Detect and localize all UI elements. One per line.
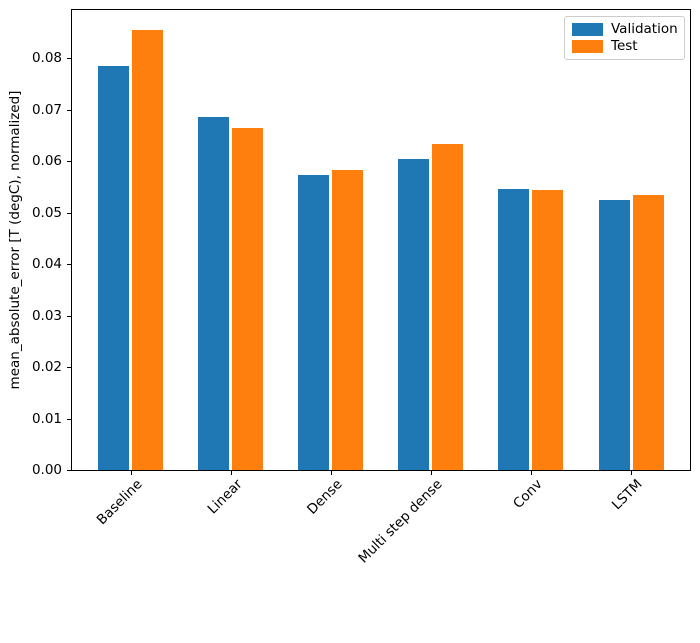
legend-label-test: Test <box>611 38 638 54</box>
legend-item-validation: Validation <box>572 21 678 37</box>
bar-validation-linear <box>198 117 230 470</box>
x-tick-mark <box>631 471 632 475</box>
y-tick-mark <box>67 161 71 162</box>
y-tick-mark <box>67 419 71 420</box>
y-tick-mark <box>67 58 71 59</box>
bar-validation-lstm <box>598 200 630 470</box>
y-tick-mark <box>67 213 71 214</box>
x-tick-mark <box>131 471 132 475</box>
x-tick-label-baseline: Baseline <box>93 476 146 529</box>
x-tick-label-multi-step-dense: Multi step dense <box>355 476 446 567</box>
legend-item-test: Test <box>572 38 675 54</box>
x-tick-mark <box>231 471 232 475</box>
bar-validation-baseline <box>98 66 129 470</box>
y-tick-mark <box>67 110 71 111</box>
bar-validation-multi-step-dense <box>398 159 430 470</box>
y-tick-label: 0.07 <box>31 102 62 118</box>
figure: 0.00 0.01 0.02 0.03 0.04 0.05 0.06 0.07 0.08 Bas… <box>7 9 691 567</box>
x-tick-label-dense: Dense <box>303 476 346 518</box>
x-tick-label-conv: Conv <box>509 476 546 512</box>
y-axis-label: mean_absolute_error [T (degC), normalize… <box>7 90 23 390</box>
x-tick-mark <box>331 471 332 475</box>
x-tick-mark <box>531 471 532 475</box>
plot-area <box>71 9 691 471</box>
y-tick-mark <box>67 367 71 368</box>
y-tick-label: 0.05 <box>31 205 62 221</box>
bar-test-multi-step-dense <box>432 144 464 470</box>
y-tick-mark <box>67 470 71 471</box>
y-tick-label: 0.02 <box>31 359 62 375</box>
bar-test-dense <box>332 170 364 470</box>
bar-test-conv <box>532 190 564 470</box>
y-tick-label: 0.04 <box>31 256 62 272</box>
bar-validation-dense <box>298 175 330 470</box>
y-tick-mark <box>67 316 71 317</box>
y-tick-label: 0.00 <box>31 462 62 478</box>
y-tick-label: 0.08 <box>31 50 62 66</box>
bar-test-baseline <box>132 30 163 470</box>
x-tick-label-lstm: LSTM <box>608 476 646 514</box>
y-tick-label: 0.01 <box>31 411 62 427</box>
x-tick-mark <box>431 471 432 475</box>
bar-test-lstm <box>632 195 664 470</box>
y-tick-label: 0.03 <box>31 308 62 324</box>
legend: Validation Test <box>564 16 685 60</box>
x-tick-label-linear: Linear <box>204 476 246 518</box>
legend-swatch-validation-icon <box>572 23 603 36</box>
bar-test-linear <box>232 128 264 470</box>
legend-swatch-test-icon <box>572 40 603 53</box>
y-tick-mark <box>67 264 71 265</box>
legend-label-validation: Validation <box>611 21 678 37</box>
bar-validation-conv <box>498 189 530 470</box>
y-tick-label: 0.06 <box>31 153 62 169</box>
